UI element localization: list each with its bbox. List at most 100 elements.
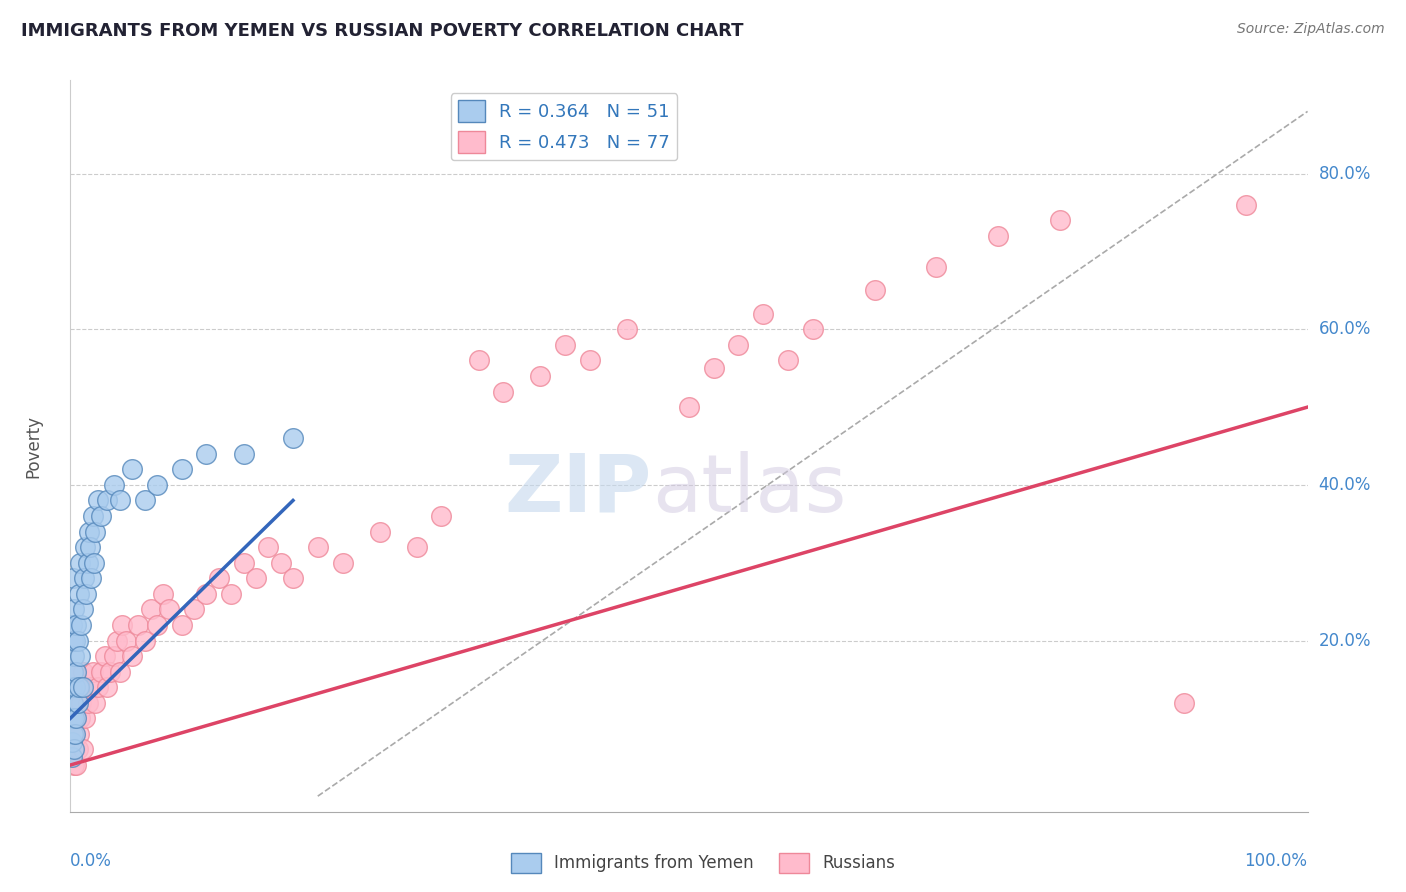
Text: ZIP: ZIP	[505, 450, 652, 529]
Point	[752, 307, 775, 321]
Point	[90, 665, 112, 679]
Point	[405, 540, 427, 554]
Point	[86, 493, 108, 508]
Point	[65, 633, 87, 648]
Point	[98, 665, 121, 679]
Point	[63, 711, 86, 725]
Point	[62, 680, 84, 694]
Point	[65, 711, 87, 725]
Point	[72, 665, 94, 679]
Legend: R = 0.364   N = 51, R = 0.473   N = 77: R = 0.364 N = 51, R = 0.473 N = 77	[450, 93, 678, 161]
Point	[183, 602, 205, 616]
Text: Source: ZipAtlas.com: Source: ZipAtlas.com	[1237, 22, 1385, 37]
Point	[73, 571, 96, 585]
Point	[70, 696, 93, 710]
Point	[77, 524, 100, 539]
Point	[703, 361, 725, 376]
Point	[127, 618, 149, 632]
Point	[62, 696, 84, 710]
Point	[60, 750, 83, 764]
Point	[69, 556, 91, 570]
Point	[65, 742, 87, 756]
Point	[139, 602, 162, 616]
Point	[108, 665, 131, 679]
Point	[103, 478, 125, 492]
Point	[134, 633, 156, 648]
Point	[79, 680, 101, 694]
Point	[925, 260, 948, 274]
Text: 0.0%: 0.0%	[70, 852, 112, 870]
Point	[368, 524, 391, 539]
Point	[579, 353, 602, 368]
Point	[79, 540, 101, 554]
Point	[65, 680, 87, 694]
Point	[60, 734, 83, 748]
Text: 40.0%: 40.0%	[1319, 476, 1371, 494]
Point	[60, 618, 83, 632]
Point	[776, 353, 799, 368]
Text: 80.0%: 80.0%	[1319, 165, 1371, 183]
Point	[170, 618, 193, 632]
Point	[65, 618, 87, 632]
Point	[121, 462, 143, 476]
Point	[157, 602, 180, 616]
Point	[195, 587, 218, 601]
Point	[63, 727, 86, 741]
Point	[66, 633, 89, 648]
Point	[65, 696, 87, 710]
Point	[65, 665, 87, 679]
Point	[115, 633, 138, 648]
Point	[987, 228, 1010, 243]
Text: 20.0%: 20.0%	[1319, 632, 1371, 649]
Point	[70, 618, 93, 632]
Point	[208, 571, 231, 585]
Point	[63, 665, 86, 679]
Point	[62, 711, 84, 725]
Point	[80, 571, 103, 585]
Point	[65, 711, 87, 725]
Point	[63, 742, 86, 756]
Point	[75, 540, 97, 554]
Point	[307, 540, 329, 554]
Point	[60, 727, 83, 741]
Point	[195, 447, 218, 461]
Point	[84, 696, 107, 710]
Point	[554, 338, 576, 352]
Text: atlas: atlas	[652, 450, 846, 529]
Point	[69, 649, 91, 664]
Point	[219, 587, 242, 601]
Point	[60, 711, 83, 725]
Point	[727, 338, 749, 352]
Point	[65, 758, 87, 772]
Point	[270, 556, 292, 570]
Point	[62, 727, 84, 741]
Point	[678, 400, 700, 414]
Point	[146, 618, 169, 632]
Point	[62, 633, 84, 648]
Point	[75, 711, 97, 725]
Point	[84, 524, 107, 539]
Point	[76, 696, 98, 710]
Point	[430, 509, 453, 524]
Point	[96, 680, 118, 694]
Point	[108, 493, 131, 508]
Point	[492, 384, 515, 399]
Point	[281, 431, 304, 445]
Point	[94, 649, 117, 664]
Point	[1049, 213, 1071, 227]
Point	[332, 556, 354, 570]
Point	[67, 727, 90, 741]
Text: 100.0%: 100.0%	[1244, 852, 1308, 870]
Point	[232, 447, 254, 461]
Point	[1234, 198, 1257, 212]
Point	[616, 322, 638, 336]
Legend: Immigrants from Yemen, Russians: Immigrants from Yemen, Russians	[505, 847, 901, 880]
Text: 60.0%: 60.0%	[1319, 320, 1371, 338]
Point	[467, 353, 489, 368]
Point	[66, 696, 89, 710]
Point	[1173, 696, 1195, 710]
Point	[72, 680, 94, 694]
Point	[76, 556, 98, 570]
Point	[83, 556, 105, 570]
Point	[111, 618, 134, 632]
